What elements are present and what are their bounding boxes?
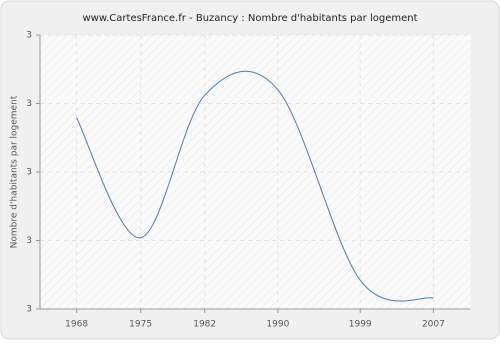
y-tick-label: 3 [26, 31, 32, 41]
y-tick-label: 3 [26, 305, 32, 315]
x-tick-label: 1982 [193, 320, 216, 330]
chart-title: www.CartesFrance.fr - Buzancy : Nombre d… [83, 13, 418, 24]
x-tick-label: 1975 [129, 320, 152, 330]
y-tick-label: 3 [26, 168, 32, 178]
plot-area [40, 35, 470, 309]
x-tick-label: 2007 [422, 320, 445, 330]
x-tick-label: 1999 [349, 320, 372, 330]
x-tick-label: 1990 [266, 320, 289, 330]
x-tick-label: 1968 [65, 320, 88, 330]
y-tick-label: 3 [26, 236, 32, 246]
y-axis-label: Nombre d'habitants par logement [10, 95, 20, 248]
y-tick-label: 3 [26, 99, 32, 109]
data-line [76, 70, 434, 302]
